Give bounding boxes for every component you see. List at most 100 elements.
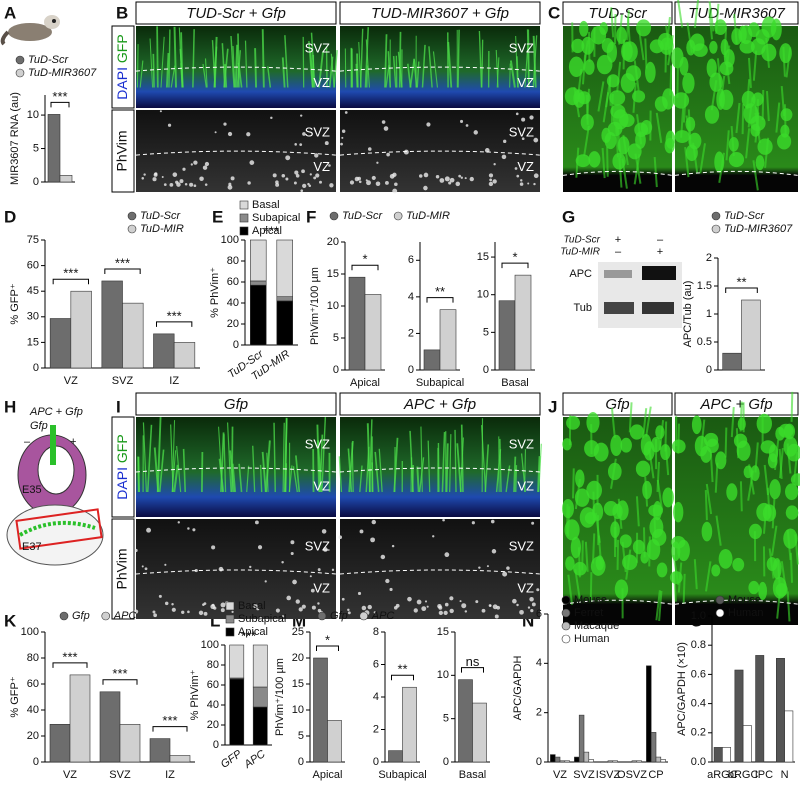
fiber xyxy=(454,429,457,493)
sig-bracket xyxy=(725,287,758,293)
region-label: SVZ xyxy=(509,538,534,553)
fiber xyxy=(673,571,677,602)
cell xyxy=(403,149,409,155)
cell xyxy=(385,578,390,584)
fiber xyxy=(747,57,752,89)
fiber xyxy=(723,27,728,58)
y-tick-label: 20 xyxy=(27,730,39,742)
neuron xyxy=(772,557,782,580)
cell xyxy=(175,180,179,184)
fiber xyxy=(192,29,195,88)
neuron xyxy=(610,434,623,457)
sig-bracket xyxy=(426,297,454,303)
fiber xyxy=(481,39,484,88)
cell xyxy=(309,575,312,578)
fiber xyxy=(625,10,630,41)
cell xyxy=(365,179,368,182)
sig-label: *** xyxy=(264,223,279,238)
legend-label: TuD-Scr xyxy=(724,210,765,222)
fiber xyxy=(725,130,730,161)
bar xyxy=(70,290,92,369)
cell xyxy=(286,595,292,601)
neuron xyxy=(625,65,642,82)
region-label: VZ xyxy=(313,159,330,174)
fiber xyxy=(359,28,364,88)
fiber xyxy=(378,448,383,493)
neuron xyxy=(593,442,609,462)
cell xyxy=(194,568,198,573)
y-axis-label: % PhVim⁺ xyxy=(189,669,201,720)
neuron xyxy=(783,423,796,440)
y-tick-label: 0 xyxy=(213,739,219,751)
cell xyxy=(384,180,389,185)
cell xyxy=(164,601,169,606)
cell xyxy=(461,603,467,609)
row-label-box xyxy=(111,25,135,109)
bar-segment xyxy=(276,296,293,302)
cell xyxy=(298,607,303,612)
y-tick-label: 5 xyxy=(298,730,304,742)
cell xyxy=(177,521,180,524)
neuron xyxy=(761,16,777,38)
fiber xyxy=(714,462,719,493)
fiber xyxy=(481,425,487,493)
cell xyxy=(459,600,462,603)
cell xyxy=(407,596,412,602)
y-axis-label: % GFP⁺ xyxy=(9,283,21,324)
neuron xyxy=(651,528,667,546)
boundary xyxy=(135,150,337,156)
sig-label: *** xyxy=(62,649,77,664)
fiber xyxy=(677,423,680,454)
blot-sign: – xyxy=(615,246,622,258)
cell xyxy=(391,544,395,548)
cell xyxy=(533,173,539,179)
fiber xyxy=(165,53,170,88)
legend-label: TuD-MIR xyxy=(140,223,184,235)
electroporation-schematic xyxy=(6,425,104,566)
y-tick-label: 100 xyxy=(21,626,39,638)
neuron xyxy=(642,480,652,500)
y-tick-label: 0 xyxy=(298,756,304,768)
fiber xyxy=(775,102,781,133)
fiber xyxy=(223,48,229,88)
cell xyxy=(218,566,224,572)
bar-segment xyxy=(276,239,293,298)
cell xyxy=(228,182,232,186)
y-tick-label: 2 xyxy=(408,327,414,339)
y-axis-label: PhVim⁺/100 µm xyxy=(309,267,321,345)
cell xyxy=(319,180,322,184)
legend-swatch xyxy=(239,200,249,210)
fiber xyxy=(333,50,338,88)
neuron xyxy=(629,424,644,440)
fiber xyxy=(182,448,187,493)
fiber xyxy=(715,515,722,546)
fiber xyxy=(516,56,519,88)
y-tick-label: 0 xyxy=(33,756,39,768)
cell xyxy=(293,181,297,185)
cell xyxy=(521,117,526,122)
neuron xyxy=(769,479,781,500)
cell xyxy=(143,173,146,176)
fiber xyxy=(655,112,663,144)
cell xyxy=(199,176,204,182)
cell xyxy=(329,183,334,188)
bar xyxy=(439,309,457,371)
neuron xyxy=(728,152,745,168)
neuron xyxy=(718,549,733,569)
y-tick-label: 0.4 xyxy=(691,698,706,710)
cell xyxy=(347,608,350,612)
neuron xyxy=(719,61,734,76)
fiber xyxy=(644,38,648,69)
cell xyxy=(158,594,162,598)
x-tick-label: Basal xyxy=(459,769,487,781)
bar-segment xyxy=(252,686,268,708)
cell xyxy=(182,167,186,171)
cell xyxy=(426,122,431,127)
cell xyxy=(536,588,540,592)
y-tick-label: 0.5 xyxy=(697,336,712,348)
cell xyxy=(317,602,320,605)
boundary xyxy=(135,66,337,72)
neuron xyxy=(622,41,638,63)
cell xyxy=(386,152,390,157)
